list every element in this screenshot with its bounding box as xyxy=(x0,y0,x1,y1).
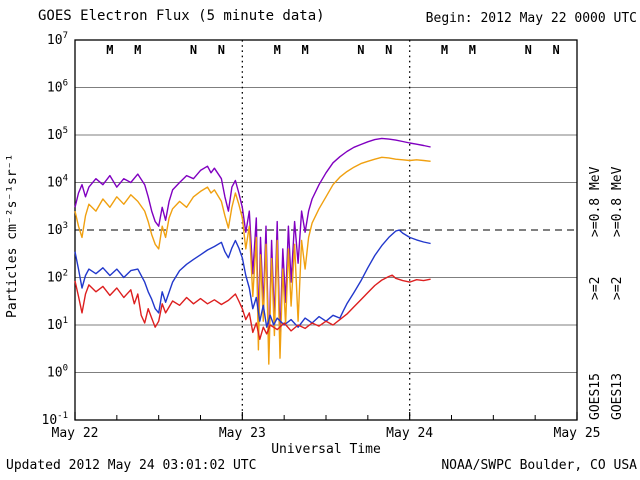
y-tick-label: 100 xyxy=(47,364,68,381)
plot-frame xyxy=(74,39,578,421)
series-goes13-ge2mev xyxy=(74,274,431,340)
series-goes15-ge2mev xyxy=(74,229,431,328)
legend-g13-08: >=0.8 MeV xyxy=(610,166,625,237)
x-tick-label: May 25 xyxy=(554,426,601,441)
satellite-marker-N: N xyxy=(525,43,532,57)
satellite-marker-M: M xyxy=(469,43,476,57)
updated-timestamp-label: Updated 2012 May 24 03:01:02 UTC xyxy=(6,458,257,473)
legend-g15: GOES15 xyxy=(588,373,603,420)
y-tick-label: 102 xyxy=(47,269,68,286)
y-tick-label: 103 xyxy=(47,221,68,238)
legend-g13-2: >=2 xyxy=(610,277,625,300)
y-tick-label: 101 xyxy=(47,316,68,333)
y-tick-label: 106 xyxy=(47,79,68,96)
x-tick-label: May 24 xyxy=(386,426,433,441)
y-tick-label: 105 xyxy=(47,126,68,143)
satellite-marker-N: N xyxy=(552,43,559,57)
series-goes15-ge08mev xyxy=(74,137,431,351)
x-tick-label: May 23 xyxy=(219,426,266,441)
y-axis-label: Particles cm⁻²s⁻¹sr⁻¹ xyxy=(5,154,20,318)
satellite-marker-M: M xyxy=(441,43,448,57)
x-tick-label: May 22 xyxy=(52,426,99,441)
series-goes13-ge08mev xyxy=(74,156,431,365)
satellite-marker-M: M xyxy=(134,43,141,57)
y-tick-label: 107 xyxy=(47,31,68,48)
legend-g15-2: >=2 xyxy=(588,277,603,300)
satellite-marker-M: M xyxy=(301,43,308,57)
satellite-marker-N: N xyxy=(357,43,364,57)
chart-title: GOES Electron Flux (5 minute data) xyxy=(38,8,325,24)
x-axis-label: Universal Time xyxy=(271,442,381,457)
legend-g15-08: >=0.8 MeV xyxy=(588,166,603,237)
begin-time-label: Begin: 2012 May 22 0000 UTC xyxy=(425,11,637,26)
legend-g13: GOES13 xyxy=(610,373,625,420)
satellite-marker-N: N xyxy=(385,43,392,57)
y-tick-label: 104 xyxy=(47,174,68,191)
satellite-marker-N: N xyxy=(190,43,197,57)
y-tick-label: 10-1 xyxy=(42,411,69,428)
satellite-marker-M: M xyxy=(106,43,113,57)
satellite-marker-M: M xyxy=(274,43,281,57)
noaa-credit-label: NOAA/SWPC Boulder, CO USA xyxy=(441,458,637,473)
satellite-marker-N: N xyxy=(218,43,225,57)
